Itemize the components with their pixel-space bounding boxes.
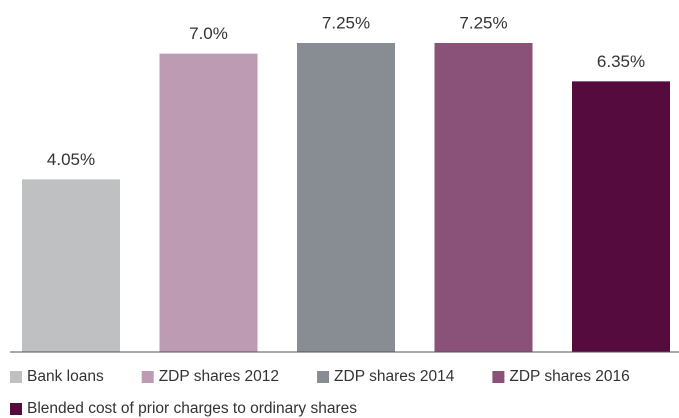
legend-swatch: [10, 371, 22, 383]
bar: [22, 179, 120, 352]
bar: [159, 53, 258, 352]
legend-swatch: [492, 371, 505, 383]
legend-label: ZDP shares 2016: [509, 368, 629, 385]
legend-label: Bank loans: [27, 368, 104, 385]
value-label: 4.05%: [47, 150, 95, 169]
legend-swatch: [10, 403, 22, 415]
legend-label: ZDP shares 2012: [159, 368, 279, 385]
value-label: 7.25%: [322, 13, 370, 32]
legend-swatch: [141, 371, 154, 383]
value-label: 6.35%: [597, 52, 645, 71]
bar: [572, 81, 670, 353]
legend-label: Blended cost of prior charges to ordinar…: [27, 400, 357, 417]
bar: [434, 43, 533, 352]
bar: [297, 43, 395, 352]
legend-swatch: [317, 371, 330, 383]
value-label: 7.0%: [189, 24, 228, 43]
legend-label: ZDP shares 2014: [334, 368, 455, 385]
value-label: 7.25%: [459, 13, 507, 32]
